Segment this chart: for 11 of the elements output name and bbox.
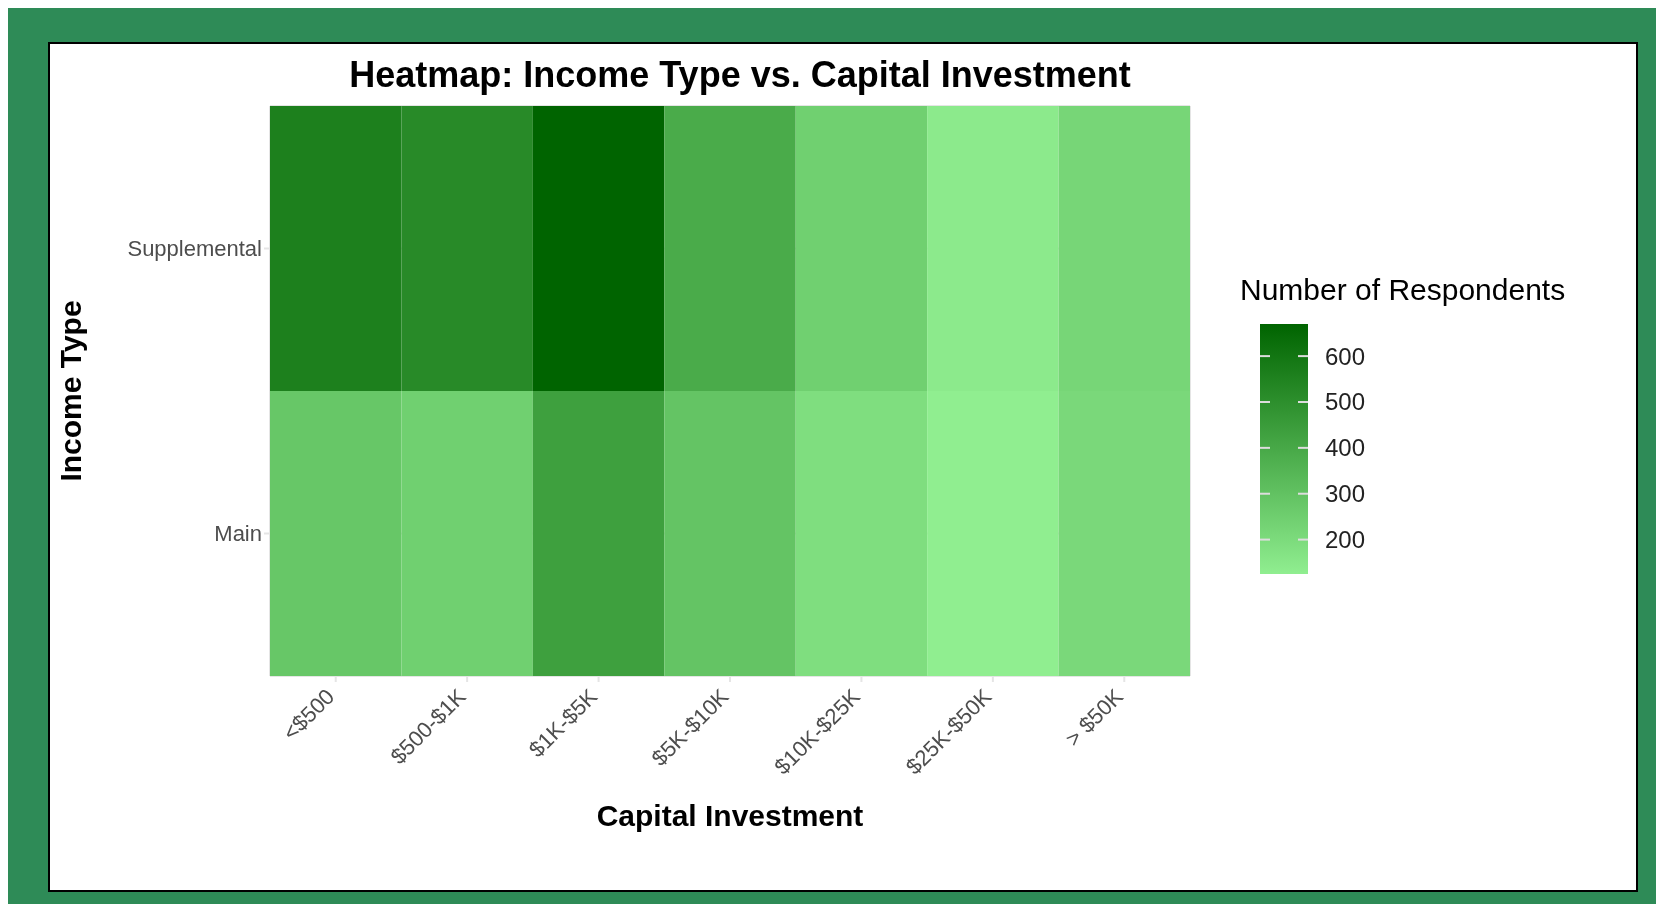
y-axis-title: Income Type	[53, 300, 87, 482]
x-axis-title: Capital Investment	[596, 799, 864, 832]
color-bar-label: 400	[1325, 434, 1366, 462]
color-bar-label: 500	[1325, 388, 1366, 416]
y-tick-label: Main	[214, 521, 262, 547]
color-bar-label: 200	[1325, 526, 1366, 554]
color-bar-label: 600	[1325, 342, 1366, 370]
y-tick-label: Supplemental	[127, 236, 262, 262]
chart-title: Heatmap: Income Type vs. Capital Investment	[348, 54, 1132, 96]
color-bar-label: 300	[1325, 480, 1366, 508]
color-bar-title: Number of Respondents	[1240, 273, 1566, 306]
